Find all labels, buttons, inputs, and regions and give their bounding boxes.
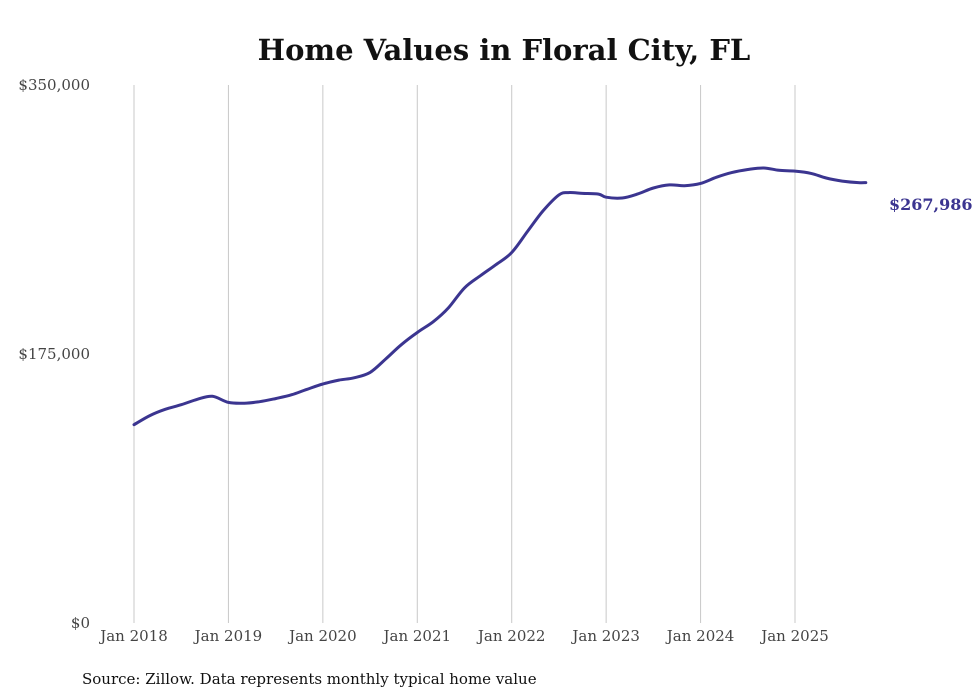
x-tick-label: Jan 2024: [665, 627, 735, 645]
chart-title: Home Values in Floral City, FL: [258, 33, 751, 67]
x-axis: Jan 2018 Jan 2019 Jan 2020 Jan 2021 Jan 2022…: [98, 627, 829, 645]
y-tick-label: $0: [71, 614, 90, 632]
gridlines: [133, 85, 796, 623]
x-tick-label: Jan 2022: [476, 627, 546, 645]
x-tick-label: Jan 2025: [759, 627, 829, 645]
x-tick-label: Jan 2023: [570, 627, 640, 645]
x-tick-label: Jan 2021: [382, 627, 452, 645]
end-value-label: $267,986: [889, 195, 973, 214]
series-line-0: [132, 166, 868, 427]
y-axis: $0 $175,000 $350,000: [18, 76, 90, 632]
y-tick-label: $175,000: [18, 345, 90, 363]
x-tick-label: Jan 2019: [193, 627, 263, 645]
series-layer: [132, 166, 868, 427]
y-tick-label: $350,000: [18, 76, 90, 94]
source-note: Source: Zillow. Data represents monthly …: [82, 670, 537, 688]
x-tick-label: Jan 2020: [287, 627, 357, 645]
x-tick-label: Jan 2018: [98, 627, 168, 645]
